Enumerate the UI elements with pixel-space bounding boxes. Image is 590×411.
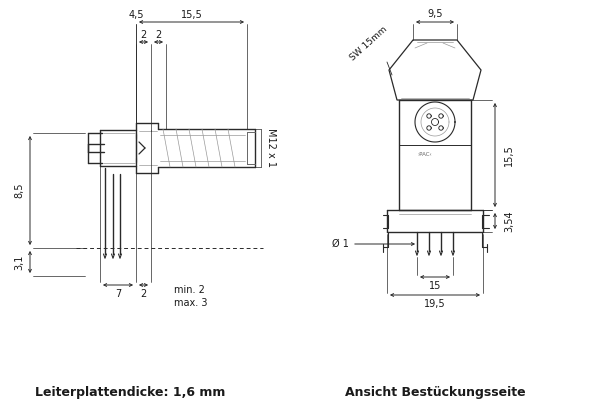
Text: 3,54: 3,54 — [504, 210, 514, 232]
Text: 19,5: 19,5 — [424, 299, 446, 309]
Text: max. 3: max. 3 — [174, 298, 208, 308]
Text: 8,5: 8,5 — [14, 183, 24, 198]
Text: 3,1: 3,1 — [14, 254, 24, 270]
Text: ›PAC‹: ›PAC‹ — [418, 152, 432, 157]
Text: 2: 2 — [140, 289, 146, 299]
Text: 9,5: 9,5 — [427, 9, 442, 19]
Text: Ansicht Bestückungsseite: Ansicht Bestückungsseite — [345, 386, 525, 399]
Text: min. 2: min. 2 — [174, 285, 205, 295]
Text: 2: 2 — [155, 30, 161, 40]
Text: 15,5: 15,5 — [181, 10, 202, 20]
Text: 2: 2 — [140, 30, 146, 40]
Text: 15,5: 15,5 — [504, 144, 514, 166]
Text: M12 x 1: M12 x 1 — [266, 129, 276, 168]
Text: 4,5: 4,5 — [128, 10, 144, 20]
Text: 15: 15 — [429, 281, 441, 291]
Text: Leiterplattendicke: 1,6 mm: Leiterplattendicke: 1,6 mm — [35, 386, 225, 399]
Text: SW 15mm: SW 15mm — [349, 25, 389, 63]
Text: 7: 7 — [115, 289, 121, 299]
Text: Ø 1: Ø 1 — [332, 239, 349, 249]
